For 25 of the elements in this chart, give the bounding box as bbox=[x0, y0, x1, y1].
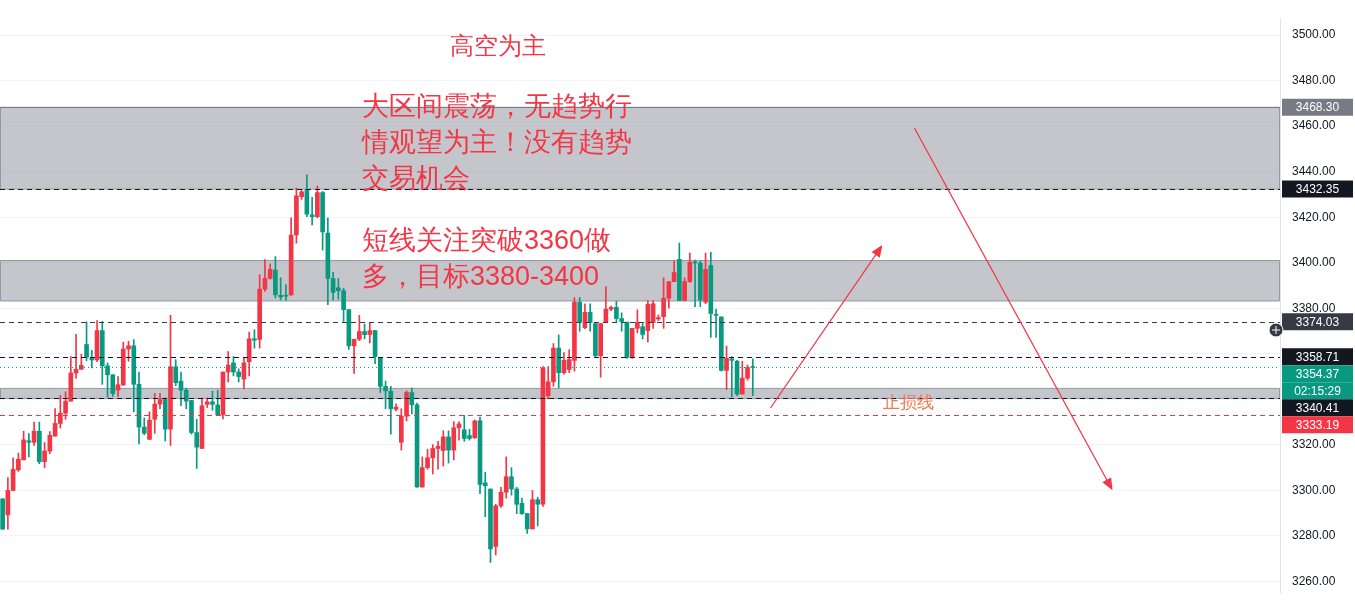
ref-line-label: 3354.37 bbox=[1295, 366, 1340, 381]
y-tick-label: 3400.00 bbox=[1292, 255, 1336, 270]
ref-line-label: 3432.35 bbox=[1295, 181, 1340, 196]
y-tick-label: 3280.00 bbox=[1292, 528, 1336, 543]
y-tick-label: 3380.00 bbox=[1292, 300, 1336, 315]
ref-line-label: 3374.03 bbox=[1295, 314, 1340, 329]
y-tick-label: 3420.00 bbox=[1292, 209, 1336, 224]
y-tick-label: 3260.00 bbox=[1292, 573, 1336, 588]
candlestick bbox=[26, 433, 32, 458]
y-tick-label: 3480.00 bbox=[1292, 72, 1336, 87]
candlestick bbox=[713, 308, 719, 338]
ref-line-label: 3340.41 bbox=[1295, 400, 1340, 415]
annotation: 高空为主 bbox=[450, 31, 547, 61]
annotation: 短线关注突破3360做多，目标3380-3400 bbox=[362, 224, 613, 293]
annotation: 止损线 bbox=[883, 392, 935, 412]
ref-line-label: 3468.30 bbox=[1295, 100, 1340, 115]
y-tick-label: 3500.00 bbox=[1292, 27, 1336, 42]
y-tick-label: 3320.00 bbox=[1292, 437, 1336, 452]
text: 02:15:29 bbox=[1294, 383, 1342, 398]
y-tick-label: 3460.00 bbox=[1292, 118, 1336, 133]
y-tick-label: 3440.00 bbox=[1292, 164, 1336, 179]
ref-line-label: 3358.71 bbox=[1295, 349, 1340, 364]
candlestick bbox=[535, 496, 541, 527]
ref-line-label: 3333.19 bbox=[1295, 417, 1340, 432]
y-tick-label: 3300.00 bbox=[1292, 482, 1336, 497]
